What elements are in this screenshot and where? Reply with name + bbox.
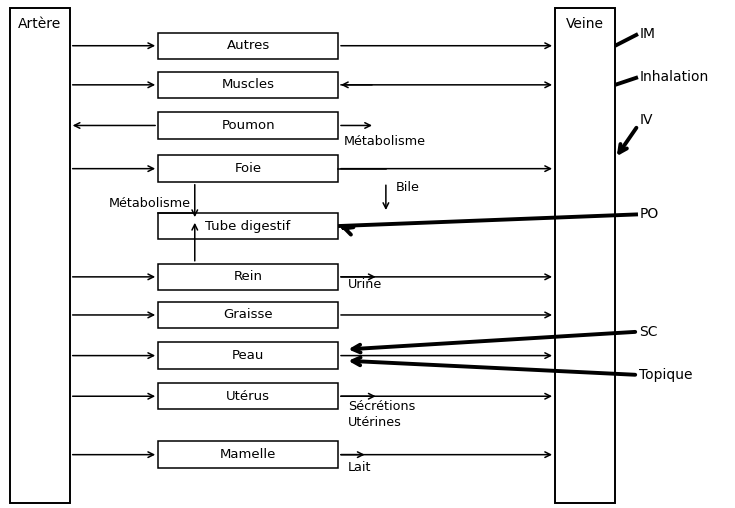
Text: Muscles: Muscles: [221, 78, 275, 91]
Text: Topique: Topique: [639, 368, 693, 382]
Text: Métabolisme: Métabolisme: [344, 135, 426, 148]
Text: Utérus: Utérus: [226, 390, 270, 403]
Text: Métabolisme: Métabolisme: [109, 197, 191, 210]
Text: Peau: Peau: [232, 349, 265, 362]
Text: IV: IV: [639, 113, 653, 128]
Bar: [158, 33, 338, 59]
Text: Graisse: Graisse: [223, 308, 273, 322]
Bar: [555, 8, 615, 503]
Text: IM: IM: [639, 27, 656, 41]
Text: Rein: Rein: [234, 270, 262, 283]
Text: Foie: Foie: [234, 162, 262, 175]
Text: Inhalation: Inhalation: [639, 70, 709, 84]
Bar: [158, 72, 338, 98]
Text: Poumon: Poumon: [221, 119, 275, 132]
Text: Sécrétions
Utérines: Sécrétions Utérines: [348, 400, 415, 429]
Text: Tube digestif: Tube digestif: [206, 219, 290, 233]
Text: Urine: Urine: [348, 278, 382, 292]
Text: Artère: Artère: [18, 17, 61, 31]
Bar: [158, 383, 338, 409]
Bar: [158, 264, 338, 290]
Text: Mamelle: Mamelle: [220, 448, 276, 461]
Bar: [158, 213, 338, 239]
Bar: [158, 112, 338, 139]
Bar: [158, 155, 338, 182]
Text: PO: PO: [639, 207, 659, 221]
Text: SC: SC: [639, 325, 658, 339]
Text: Veine: Veine: [566, 17, 604, 31]
Bar: [158, 441, 338, 468]
Bar: [10, 8, 70, 503]
Bar: [158, 302, 338, 328]
Text: Autres: Autres: [226, 39, 270, 52]
Text: Lait: Lait: [348, 461, 371, 474]
Bar: [158, 342, 338, 369]
Text: Bile: Bile: [395, 181, 419, 194]
